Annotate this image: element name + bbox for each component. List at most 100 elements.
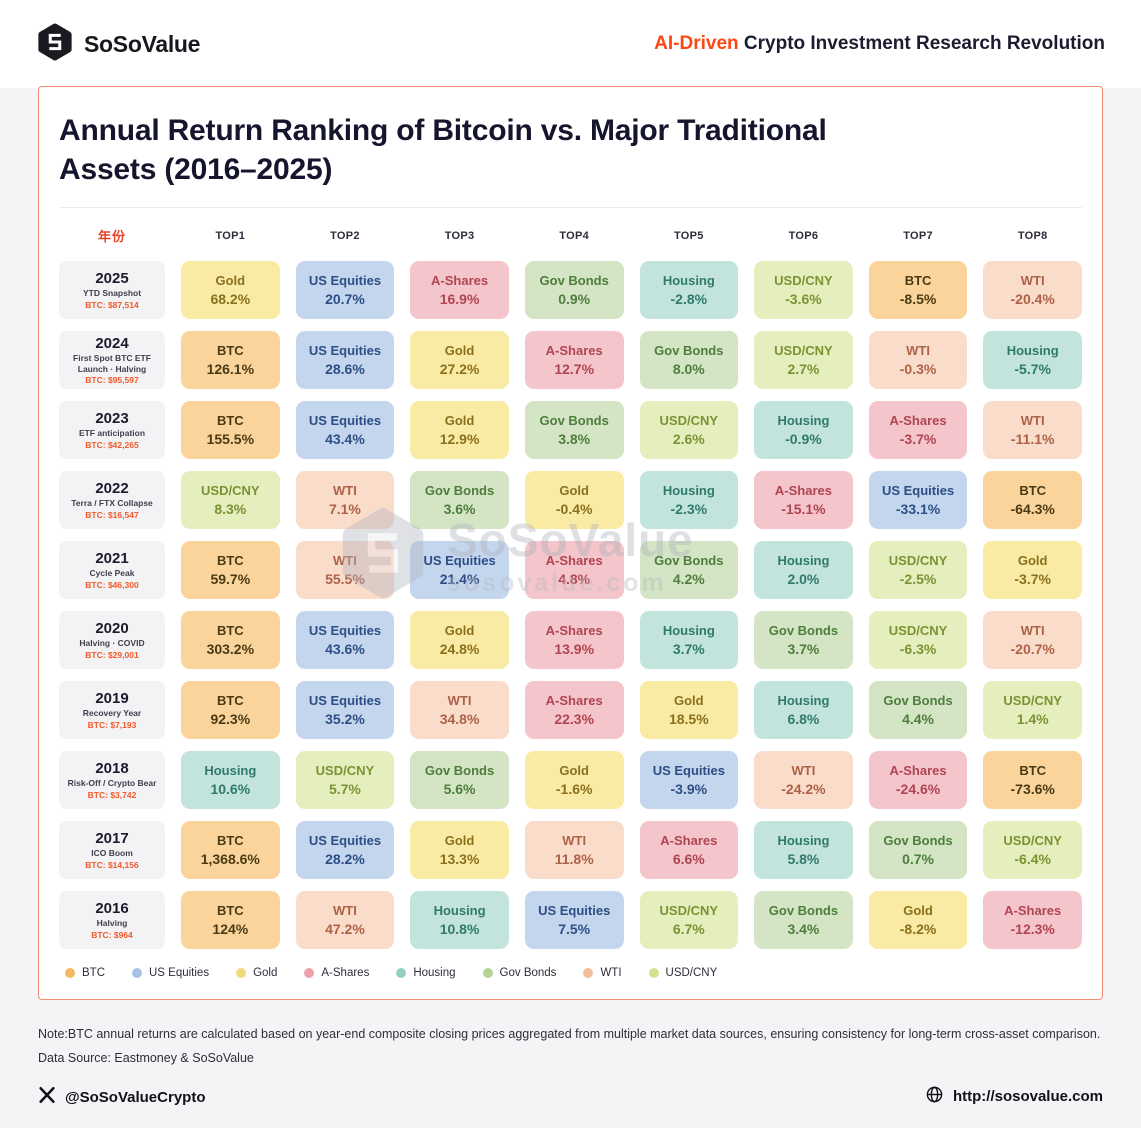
- legend-item-wti: WTI: [583, 967, 622, 979]
- asset-return: 55.5%: [325, 571, 365, 587]
- asset-return: 21.4%: [439, 571, 480, 587]
- asset-name: A-Shares: [545, 693, 603, 708]
- asset-return: 35.2%: [325, 711, 365, 727]
- asset-name: BTC: [1019, 763, 1047, 778]
- asset-name: Gold: [674, 693, 704, 708]
- asset-cell-2018-top8: BTC -73.6%: [983, 751, 1082, 809]
- column-header-top3: TOP3: [444, 229, 475, 242]
- asset-cell-2017-top2: US Equities 28.2%: [295, 821, 395, 879]
- asset-cell-2022-top5: Housing -2.3%: [639, 471, 739, 529]
- page-title-line1: Annual Return Ranking of Bitcoin vs. Maj…: [59, 114, 827, 147]
- asset-return: 126.1%: [206, 361, 255, 377]
- year-subtitle: YTD Snapshot: [82, 288, 142, 299]
- asset-name: US Equities: [308, 343, 382, 358]
- asset-return: -2.3%: [670, 501, 708, 517]
- asset-cell-2018-top7: A-Shares -24.6%: [868, 751, 968, 809]
- asset-cell-2020-top3: Gold 24.8%: [410, 611, 509, 669]
- asset-return: 8.3%: [214, 501, 247, 517]
- asset-cell-2024-top5: Gov Bonds 8.0%: [639, 331, 739, 389]
- asset-cell-2024-top4: A-Shares 12.7%: [524, 331, 624, 389]
- website-url: http://sosovalue.com: [925, 1085, 1103, 1108]
- asset-name: Housing: [1006, 343, 1059, 358]
- asset-return: 5.7%: [328, 781, 361, 797]
- asset-name: WTI: [906, 343, 930, 358]
- year-subtitle: Halving: [96, 918, 128, 929]
- legend: BTC US Equities Gold A-Shares Housing Gov Bon…: [59, 967, 1082, 979]
- year-subtitle: ICO Boom: [91, 848, 133, 859]
- asset-cell-2025-top6: USD/CNY -3.6%: [754, 261, 853, 319]
- asset-name: Gold: [903, 903, 933, 918]
- asset-cell-2020-top8: WTI -20.7%: [983, 611, 1082, 669]
- asset-name: Housing: [777, 693, 830, 708]
- asset-return: 10.6%: [210, 781, 251, 797]
- asset-return: -24.2%: [781, 781, 826, 797]
- year-subtitle: Halving · COVID: [79, 638, 145, 649]
- asset-cell-2021-top7: USD/CNY -2.5%: [868, 541, 968, 599]
- asset-cell-2017-top3: Gold 13.3%: [410, 821, 509, 879]
- asset-cell-2020-top4: A-Shares 13.9%: [524, 611, 624, 669]
- year-btc-price: BTC: $46,300: [85, 579, 139, 590]
- year-label: 2025: [95, 270, 129, 288]
- asset-return: 34.8%: [439, 711, 480, 727]
- asset-return: 7.1%: [328, 501, 361, 517]
- asset-return: 6.6%: [672, 851, 705, 867]
- asset-cell-2021-top2: WTI 55.5%: [295, 541, 395, 599]
- year-label: 2018: [95, 760, 129, 778]
- asset-return: 27.2%: [439, 361, 480, 377]
- asset-cell-2017-top4: WTI 11.8%: [524, 821, 624, 879]
- year-cell-2022: 2022 Terra / FTX Collapse BTC: $16,547: [59, 471, 165, 529]
- asset-return: -20.7%: [1010, 641, 1055, 657]
- asset-return: -0.9%: [785, 431, 822, 447]
- asset-name: A-Shares: [1004, 903, 1062, 918]
- year-btc-price: BTC: $16,547: [85, 509, 139, 520]
- asset-return: 18.5%: [668, 711, 709, 727]
- asset-name: WTI: [333, 483, 357, 498]
- asset-name: A-Shares: [889, 413, 947, 428]
- asset-name: WTI: [333, 553, 357, 568]
- returns-table: 年份 TOP1 TOP2 TOP3 TOP4 TOP5 TOP6 TOP7 TOP8 2025 YT…: [59, 222, 1082, 949]
- asset-return: 303.2%: [206, 641, 255, 657]
- asset-cell-2021-top1: BTC 59.7%: [181, 541, 280, 599]
- asset-cell-2022-top3: Gov Bonds 3.6%: [410, 471, 509, 529]
- year-btc-price: BTC: $95,597: [85, 375, 139, 386]
- asset-return: -5.7%: [1014, 361, 1051, 377]
- asset-name: Gov Bonds: [539, 413, 609, 428]
- asset-return: -15.1%: [781, 501, 826, 517]
- asset-name: Gold: [444, 343, 475, 358]
- asset-return: 10.8%: [439, 921, 480, 937]
- asset-name: US Equities: [538, 903, 611, 918]
- year-label: 2024: [95, 334, 129, 352]
- x-twitter-icon: [38, 1086, 56, 1108]
- legend-dot: [236, 968, 247, 978]
- asset-cell-2020-top7: USD/CNY -6.3%: [868, 611, 968, 669]
- asset-name: US Equities: [308, 413, 382, 428]
- asset-return: 7.5%: [558, 921, 591, 937]
- asset-return: 3.8%: [558, 431, 591, 447]
- asset-name: WTI: [1020, 273, 1045, 288]
- asset-cell-2022-top8: BTC -64.3%: [983, 471, 1082, 529]
- asset-cell-2023-top7: A-Shares -3.7%: [868, 401, 968, 459]
- asset-return: 3.4%: [787, 921, 820, 937]
- asset-name: USD/CNY: [774, 343, 833, 358]
- asset-return: -12.3%: [1010, 921, 1055, 937]
- asset-cell-2022-top1: USD/CNY 8.3%: [181, 471, 280, 529]
- year-label: 2021: [95, 550, 129, 568]
- year-subtitle: Terra / FTX Collapse: [71, 498, 153, 509]
- asset-cell-2025-top8: WTI -20.4%: [983, 261, 1082, 319]
- legend-label: Gold: [253, 967, 278, 979]
- year-btc-price: BTC: $964: [91, 929, 133, 940]
- asset-cell-2018-top3: Gov Bonds 5.6%: [410, 751, 509, 809]
- asset-return: 6.8%: [787, 711, 820, 727]
- asset-name: Gov Bonds: [424, 763, 495, 778]
- asset-cell-2018-top6: WTI -24.2%: [754, 751, 853, 809]
- column-header-top6: TOP6: [788, 229, 819, 242]
- year-subtitle: Recovery Year: [82, 708, 142, 719]
- asset-cell-2023-top8: WTI -11.1%: [983, 401, 1082, 459]
- asset-cell-2024-top7: WTI -0.3%: [868, 331, 968, 389]
- ranking-card: Annual Return Ranking of Bitcoin vs. Maj…: [38, 86, 1103, 1000]
- brand: SoSoValue: [36, 22, 200, 66]
- data-source-note: Data Source: Eastmoney & SoSoValue: [38, 1051, 254, 1066]
- asset-name: US Equities: [652, 763, 725, 778]
- asset-cell-2018-top2: USD/CNY 5.7%: [295, 751, 395, 809]
- asset-return: 43.6%: [325, 641, 365, 657]
